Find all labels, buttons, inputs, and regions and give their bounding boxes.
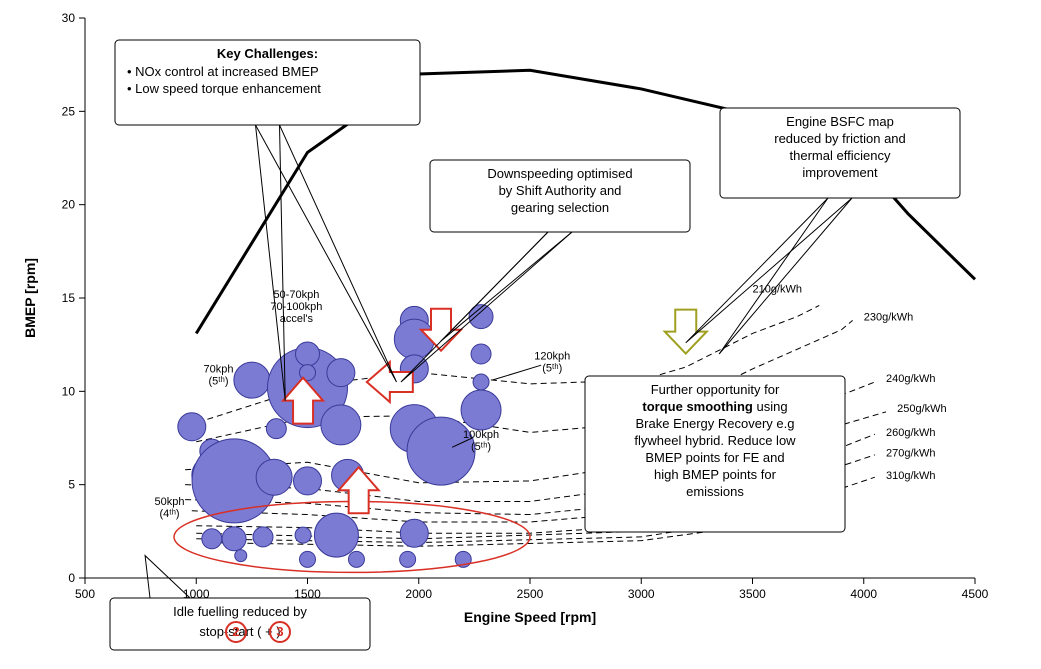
svg-text:(5ᵗʰ): (5ᵗʰ) bbox=[542, 363, 562, 375]
svg-text:2000: 2000 bbox=[405, 587, 432, 601]
svg-text:2500: 2500 bbox=[517, 587, 544, 601]
svg-text:accel's: accel's bbox=[280, 313, 314, 325]
svg-text:250g/kWh: 250g/kWh bbox=[897, 403, 947, 415]
svg-text:improvement: improvement bbox=[802, 165, 878, 180]
svg-text:Key Challenges:: Key Challenges: bbox=[217, 46, 318, 61]
svg-text:(4ᵗʰ): (4ᵗʰ) bbox=[160, 508, 180, 520]
svg-text:thermal efficiency: thermal efficiency bbox=[790, 148, 891, 163]
svg-text:25: 25 bbox=[62, 104, 76, 118]
svg-text:Idle fuelling reduced by: Idle fuelling reduced by bbox=[173, 604, 307, 619]
svg-text:Downspeeding optimised: Downspeeding optimised bbox=[487, 166, 632, 181]
svg-text:3500: 3500 bbox=[739, 587, 766, 601]
svg-text:15: 15 bbox=[62, 291, 76, 305]
svg-text:2: 2 bbox=[232, 624, 239, 639]
svg-text:3000: 3000 bbox=[628, 587, 655, 601]
svg-text:5: 5 bbox=[68, 478, 75, 492]
svg-text:120kph: 120kph bbox=[534, 351, 570, 363]
svg-text:70kph: 70kph bbox=[204, 364, 234, 376]
svg-text:3: 3 bbox=[276, 624, 283, 639]
svg-text:Brake Energy Recovery e.g: Brake Energy Recovery e.g bbox=[636, 416, 795, 431]
svg-text:(5ᵗʰ): (5ᵗʰ) bbox=[208, 376, 228, 388]
svg-text:310g/kWh: 310g/kWh bbox=[886, 470, 936, 482]
bmep-engine-speed-chart: 5001000150020002500300035004000450005101… bbox=[0, 0, 1041, 669]
svg-text:50-70kph: 50-70kph bbox=[273, 289, 319, 301]
svg-text:stop-start ( + ): stop-start ( + ) bbox=[199, 624, 280, 639]
svg-text:by Shift Authority and: by Shift Authority and bbox=[499, 183, 622, 198]
svg-text:50kph: 50kph bbox=[155, 496, 185, 508]
svg-text:• NOx control at increased BME: • NOx control at increased BMEP bbox=[127, 64, 319, 79]
svg-text:240g/kWh: 240g/kWh bbox=[886, 373, 936, 385]
svg-text:260g/kWh: 260g/kWh bbox=[886, 427, 936, 439]
svg-text:emissions: emissions bbox=[686, 484, 744, 499]
svg-text:BMEP [rpm]: BMEP [rpm] bbox=[22, 258, 38, 338]
svg-text:Further opportunity for: Further opportunity for bbox=[651, 382, 780, 397]
svg-text:gearing selection: gearing selection bbox=[511, 200, 609, 215]
svg-text:reduced by friction and: reduced by friction and bbox=[774, 131, 906, 146]
svg-text:• Low speed torque enhancement: • Low speed torque enhancement bbox=[127, 81, 321, 96]
svg-text:Engine Speed [rpm]: Engine Speed [rpm] bbox=[464, 609, 596, 625]
svg-text:flywheel hybrid. Reduce low: flywheel hybrid. Reduce low bbox=[634, 433, 796, 448]
svg-text:0: 0 bbox=[68, 571, 75, 585]
svg-text:torque smoothing using: torque smoothing using bbox=[642, 399, 787, 414]
svg-text:high BMEP points for: high BMEP points for bbox=[654, 467, 777, 482]
svg-text:Engine BSFC map: Engine BSFC map bbox=[786, 114, 894, 129]
chart-svg: 5001000150020002500300035004000450005101… bbox=[0, 0, 1041, 669]
svg-text:(5ᵗʰ): (5ᵗʰ) bbox=[471, 441, 491, 453]
svg-text:BMEP points for FE and: BMEP points for FE and bbox=[645, 450, 784, 465]
svg-text:270g/kWh: 270g/kWh bbox=[886, 448, 936, 460]
svg-text:4500: 4500 bbox=[962, 587, 989, 601]
svg-text:70-100kph: 70-100kph bbox=[270, 301, 322, 313]
svg-text:10: 10 bbox=[62, 384, 76, 398]
svg-text:20: 20 bbox=[62, 198, 76, 212]
svg-text:500: 500 bbox=[75, 587, 95, 601]
svg-text:4000: 4000 bbox=[850, 587, 877, 601]
svg-text:230g/kWh: 230g/kWh bbox=[864, 311, 914, 323]
svg-text:30: 30 bbox=[62, 11, 76, 25]
